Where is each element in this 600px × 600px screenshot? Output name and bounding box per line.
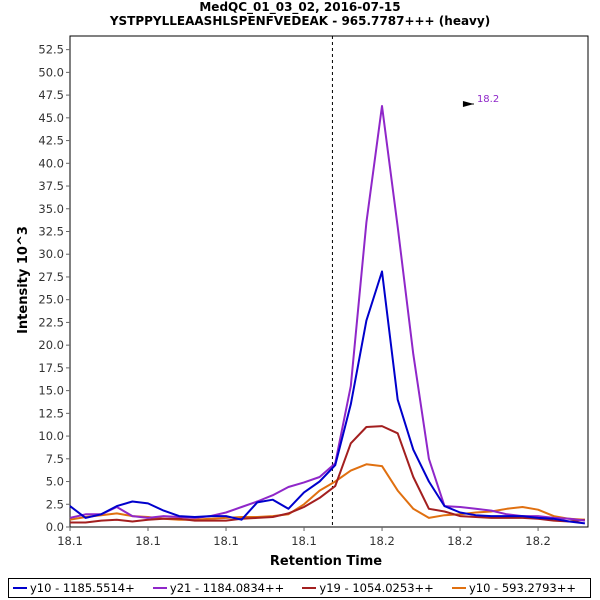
plot-border [69, 35, 589, 528]
y-tick-label: 12.5 [38, 406, 64, 420]
x-tick-label: 18.2 [447, 534, 473, 548]
y-tick-label: 17.5 [38, 361, 64, 375]
y-tick-label: 32.5 [38, 224, 64, 238]
x-axis-label: Retention Time [270, 554, 382, 569]
x-axis-ticks: 18.1 18.1 18.1 18.1 18.2 18.2 18.2 [57, 527, 551, 548]
y-tick-label: 40.0 [38, 156, 64, 170]
x-tick-label: 18.1 [213, 534, 239, 548]
x-tick-label: 18.1 [135, 534, 161, 548]
peak-boundaries [331, 36, 333, 527]
y-tick-label: 52.5 [38, 43, 64, 57]
y-tick-label: 15.0 [38, 384, 64, 398]
chart-subtitle: YSTPPYLLEAASHLSPENFVEDEAK - 965.7787+++ … [109, 14, 490, 28]
x-tick-label: 18.2 [369, 534, 395, 548]
y-axis-ticks: 0.0 2.5 5.0 7.5 10.0 12.5 15.0 17.5 20.0 22.5 25.0… [38, 43, 70, 534]
series-lines [69, 105, 586, 525]
legend-item: y10 - 593.2793++ [451, 581, 576, 595]
y-tick-label: 22.5 [38, 315, 64, 329]
legend-label: y10 - 593.2793++ [468, 581, 576, 595]
peak-annotation: 18.2 [462, 94, 499, 108]
legend-item: y19 - 1054.0253++ [302, 581, 434, 595]
legend-item: y10 - 1185.5514+ [13, 581, 135, 595]
y-tick-label: 10.0 [38, 429, 64, 443]
legend-swatch [451, 587, 466, 589]
legend-item: y21 - 1184.0834++ [152, 581, 285, 595]
y-tick-label: 7.5 [46, 452, 64, 466]
y-tick-label: 25.0 [38, 293, 64, 307]
plot-area [69, 35, 589, 528]
x-tick-label: 18.1 [57, 534, 83, 548]
series-line [69, 105, 586, 522]
chart-legend: y10 - 1185.5514+ y21 - 1184.0834++ y19 - 1… [8, 578, 591, 598]
legend-swatch [152, 587, 167, 589]
legend-label: y21 - 1184.0834++ [169, 581, 285, 595]
series-line [70, 425, 586, 524]
y-tick-label: 42.5 [38, 134, 64, 148]
series-line [69, 270, 586, 525]
legend-swatch [13, 587, 27, 589]
y-tick-label: 30.0 [38, 247, 64, 261]
y-tick-label: 0.0 [46, 520, 64, 534]
x-tick-label: 18.1 [291, 534, 317, 548]
y-tick-label: 2.5 [46, 497, 64, 511]
legend-label: y10 - 1185.5514+ [30, 581, 135, 595]
y-tick-label: 45.0 [38, 111, 64, 125]
peak-label: 18.2 [477, 94, 499, 105]
y-tick-label: 37.5 [38, 179, 64, 193]
x-tick-label: 18.2 [525, 534, 551, 548]
chart-title: MedQC_01_03_02, 2016-07-15 [199, 0, 400, 15]
y-tick-label: 47.5 [38, 88, 64, 102]
legend-label: y19 - 1054.0253++ [319, 581, 434, 595]
y-tick-label: 27.5 [38, 270, 64, 284]
legend-swatch [302, 587, 317, 589]
y-axis-label: Intensity 10^3 [16, 226, 31, 334]
y-tick-label: 20.0 [38, 338, 64, 352]
y-tick-label: 5.0 [46, 475, 64, 489]
y-tick-label: 50.0 [38, 65, 64, 79]
y-tick-label: 35.0 [38, 202, 64, 216]
